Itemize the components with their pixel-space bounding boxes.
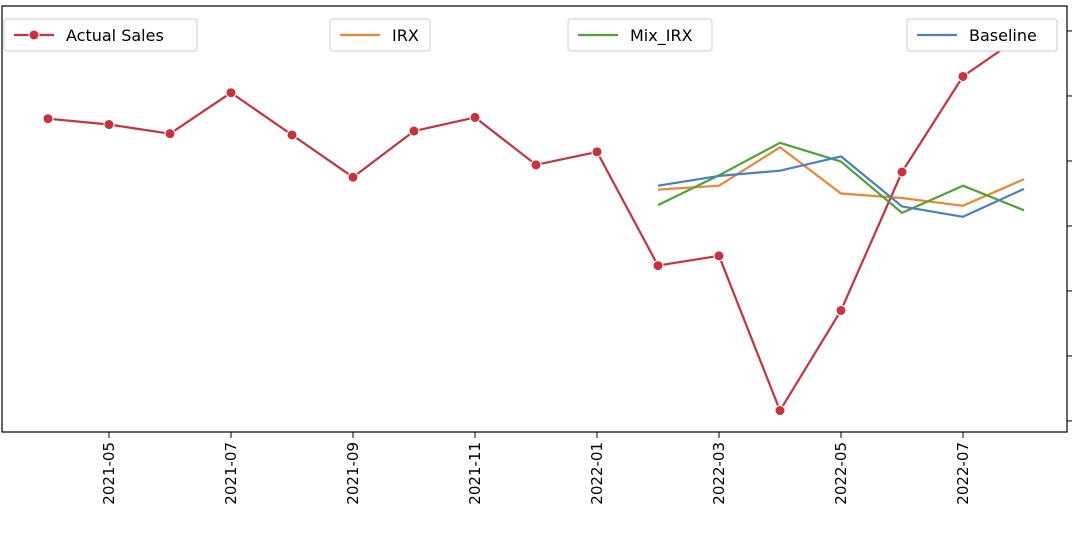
x-tick-label: 2021-11 (466, 442, 484, 505)
legend-mix-irx: Mix_IRX (567, 18, 713, 52)
data-point (103, 119, 115, 131)
data-point (713, 250, 725, 262)
data-point (835, 304, 847, 316)
axes: 2021-05 2021-07 2021-09 2021-11 2022-01 2022-… (1, 5, 1072, 505)
data-point (164, 128, 176, 140)
series-actual-sales (42, 28, 1030, 417)
legend-marker (28, 29, 40, 41)
data-point (347, 171, 359, 183)
legend-box (906, 18, 1058, 52)
data-point (469, 111, 481, 123)
legend-baseline: Baseline (906, 18, 1058, 52)
legend-actual-sales: Actual Sales (3, 18, 198, 52)
legend-label: Baseline (969, 26, 1037, 45)
x-tick-label: 2022-01 (588, 442, 606, 505)
legend-box (3, 18, 198, 52)
series-line (657, 146, 1025, 207)
data-point (408, 125, 420, 137)
data-point (530, 159, 542, 171)
legend-layer: Actual Sales IRX Mix_IRX Baseline (3, 18, 1058, 52)
data-point (774, 405, 786, 417)
data-point (957, 70, 969, 82)
legend-label: Mix_IRX (630, 26, 693, 46)
x-tick-label: 2021-05 (100, 442, 118, 505)
legend-box (567, 18, 713, 52)
data-point (42, 113, 54, 125)
series-baseline (657, 155, 1025, 218)
data-point (652, 260, 664, 272)
x-tick-label: 2021-09 (344, 442, 362, 505)
x-tick-label: 2022-03 (710, 442, 728, 505)
data-point (896, 166, 908, 178)
legend-label: IRX (392, 26, 419, 45)
data-point (286, 129, 298, 141)
x-tick-label: 2021-07 (222, 442, 240, 505)
series-irx (657, 146, 1025, 207)
plot-frame (1, 5, 1068, 433)
x-tick-label: 2022-05 (832, 442, 850, 505)
data-point (225, 87, 237, 99)
series-line (657, 155, 1025, 218)
series-line (47, 33, 1025, 412)
legend-irx: IRX (329, 18, 431, 52)
x-tick-label: 2022-07 (954, 442, 972, 505)
data-point (591, 146, 603, 158)
series-layer (42, 28, 1030, 417)
legend-label: Actual Sales (66, 26, 164, 45)
